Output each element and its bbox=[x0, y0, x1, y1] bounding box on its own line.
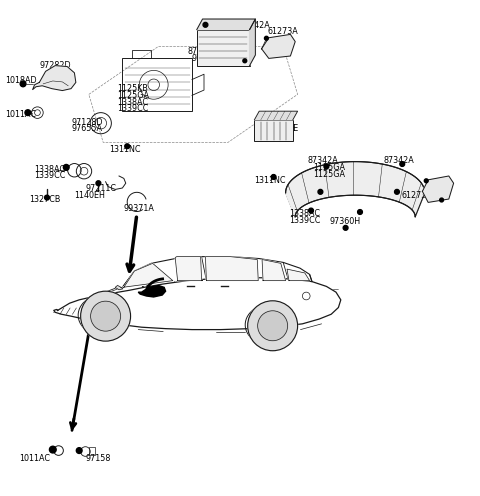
Circle shape bbox=[20, 81, 26, 87]
Polygon shape bbox=[33, 65, 76, 91]
Polygon shape bbox=[287, 269, 310, 281]
Bar bbox=[254, 120, 293, 141]
Text: 1311NC: 1311NC bbox=[254, 176, 286, 186]
Text: 1140EH: 1140EH bbox=[74, 190, 105, 200]
Text: 97360J: 97360J bbox=[192, 54, 219, 63]
Circle shape bbox=[318, 189, 323, 194]
Text: 1125GA: 1125GA bbox=[313, 170, 345, 179]
Text: 61273A: 61273A bbox=[268, 27, 299, 37]
Polygon shape bbox=[54, 278, 341, 330]
Polygon shape bbox=[197, 19, 255, 30]
Circle shape bbox=[440, 198, 444, 202]
Circle shape bbox=[125, 144, 130, 149]
Text: 1125KB: 1125KB bbox=[118, 84, 148, 93]
Polygon shape bbox=[205, 256, 258, 281]
Text: 1339CC: 1339CC bbox=[35, 172, 66, 181]
Text: 1338AC: 1338AC bbox=[35, 165, 66, 174]
Circle shape bbox=[243, 59, 247, 62]
Circle shape bbox=[49, 446, 56, 453]
Text: 87342A: 87342A bbox=[240, 21, 271, 30]
Circle shape bbox=[76, 448, 82, 453]
Text: 1125GA: 1125GA bbox=[118, 91, 150, 100]
Text: 1311NC: 1311NC bbox=[109, 145, 141, 154]
Polygon shape bbox=[115, 285, 123, 290]
Circle shape bbox=[81, 291, 131, 341]
Circle shape bbox=[400, 162, 405, 166]
Text: 99371A: 99371A bbox=[124, 204, 155, 213]
Text: 1011AC: 1011AC bbox=[19, 454, 50, 463]
Circle shape bbox=[395, 189, 399, 194]
Text: 97360E: 97360E bbox=[269, 124, 299, 133]
Text: 1339CC: 1339CC bbox=[289, 216, 320, 225]
Text: 87342A: 87342A bbox=[307, 156, 338, 165]
Circle shape bbox=[271, 175, 276, 180]
Bar bbox=[89, 447, 95, 455]
Circle shape bbox=[45, 195, 49, 200]
Text: 97282D: 97282D bbox=[39, 61, 71, 70]
Text: 61273A: 61273A bbox=[401, 190, 432, 200]
Circle shape bbox=[358, 210, 362, 214]
Text: 1018AD: 1018AD bbox=[5, 76, 36, 85]
Circle shape bbox=[264, 36, 268, 40]
Text: 97211C: 97211C bbox=[85, 184, 117, 193]
Circle shape bbox=[63, 165, 69, 170]
Text: 87342A: 87342A bbox=[384, 156, 415, 165]
Polygon shape bbox=[175, 256, 203, 281]
Circle shape bbox=[25, 110, 31, 116]
Circle shape bbox=[343, 226, 348, 230]
Text: 1011AC: 1011AC bbox=[5, 110, 36, 119]
Bar bbox=[197, 30, 250, 65]
Polygon shape bbox=[422, 176, 454, 202]
Polygon shape bbox=[122, 263, 173, 287]
Circle shape bbox=[96, 181, 101, 186]
Text: 97158: 97158 bbox=[85, 454, 111, 463]
Polygon shape bbox=[138, 285, 166, 297]
Text: 97360H: 97360H bbox=[329, 217, 360, 226]
Circle shape bbox=[91, 301, 120, 331]
Circle shape bbox=[203, 22, 208, 27]
Text: 87342A: 87342A bbox=[187, 47, 218, 56]
Text: 1338AC: 1338AC bbox=[289, 209, 320, 218]
Bar bbox=[132, 50, 151, 59]
Text: 97655A: 97655A bbox=[71, 124, 102, 133]
Text: 1125GA: 1125GA bbox=[313, 163, 345, 172]
Text: 1338AC: 1338AC bbox=[118, 98, 149, 107]
Text: 1339CC: 1339CC bbox=[118, 104, 149, 113]
Polygon shape bbox=[286, 162, 425, 217]
Circle shape bbox=[324, 164, 329, 169]
Polygon shape bbox=[250, 19, 255, 65]
Polygon shape bbox=[262, 34, 295, 59]
Polygon shape bbox=[262, 259, 286, 281]
Circle shape bbox=[309, 208, 313, 213]
Text: 97128D: 97128D bbox=[71, 118, 103, 127]
Circle shape bbox=[258, 311, 288, 341]
Circle shape bbox=[424, 179, 428, 183]
Circle shape bbox=[248, 301, 298, 351]
Polygon shape bbox=[254, 111, 298, 120]
Text: 1327CB: 1327CB bbox=[29, 195, 60, 204]
Bar bbox=[122, 59, 192, 111]
